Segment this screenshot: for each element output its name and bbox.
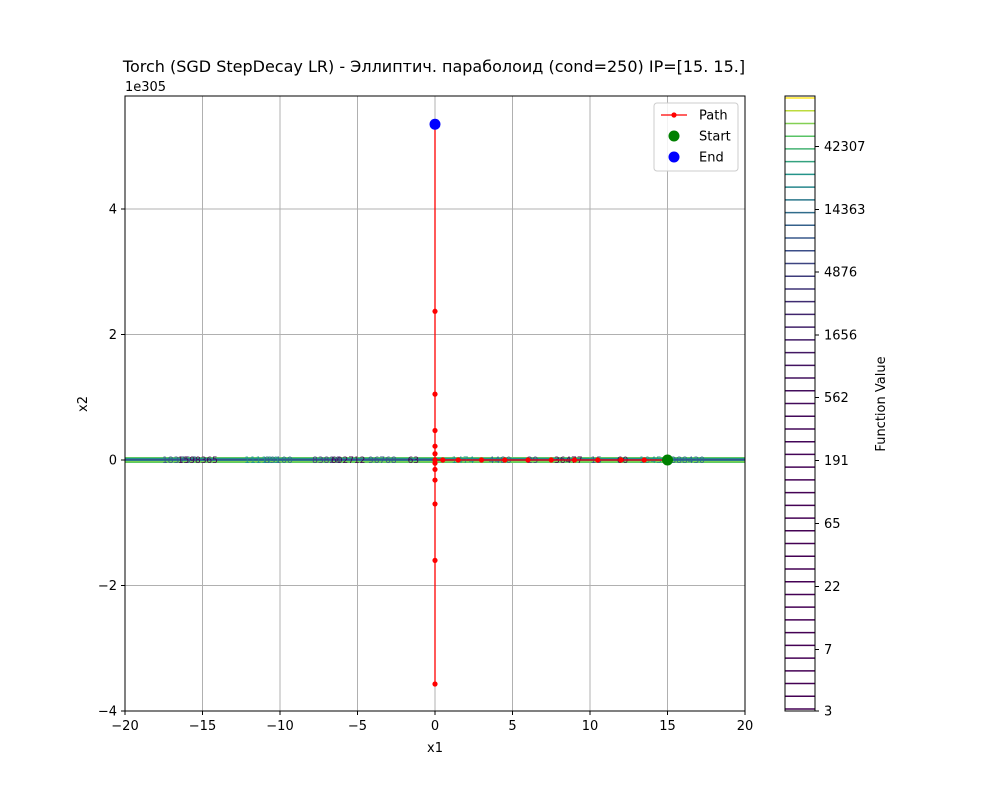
contour-label: 602712: [331, 456, 365, 466]
path-point: [432, 681, 438, 687]
x-tick-label: 0: [431, 719, 439, 734]
path-point: [571, 457, 578, 463]
contour-label: 1945: [639, 456, 662, 466]
contour-label: 83828: [312, 456, 341, 466]
path-point: [432, 427, 438, 434]
y-tick-label: 2: [109, 328, 117, 343]
contour-label: 388430: [670, 456, 705, 466]
path-point: [440, 457, 446, 463]
x-tick-label: 15: [659, 719, 676, 734]
colorbar-tick-label: 14363: [824, 203, 865, 218]
colorbar-tick-label: 3: [824, 705, 832, 720]
x-tick-label: 10: [582, 719, 599, 734]
x-tick-label: −5: [348, 719, 367, 734]
y-tick-label: −4: [98, 705, 117, 720]
contour-label: 36477: [554, 456, 583, 466]
contour-label: 63: [408, 456, 419, 466]
y-axis: −4 −2 0 2 4: [98, 203, 125, 720]
path-point: [618, 457, 624, 463]
contour-label: 183757: [162, 456, 196, 466]
contour-label: 111120: [244, 456, 279, 466]
path-point: [432, 391, 438, 397]
path-point: [502, 457, 508, 463]
y-axis-label: x2: [76, 396, 91, 412]
path-point: [432, 443, 438, 449]
path-point: [548, 457, 554, 463]
legend-label: End: [699, 151, 724, 166]
optimization-path: [432, 121, 671, 687]
contour-label: 89100: [264, 456, 293, 466]
path-point: [525, 457, 531, 463]
legend-label: Path: [699, 109, 728, 124]
end-marker: [429, 118, 441, 130]
legend: Path Start End: [653, 102, 739, 172]
x-axis-label: x1: [427, 741, 443, 756]
contour-label: 1474: [451, 456, 474, 466]
path-point: [478, 457, 485, 463]
colorbar-tick-label: 42307: [824, 140, 865, 155]
colorbar-tick-label: 191: [824, 454, 849, 469]
path-point: [641, 457, 647, 463]
path-point: [432, 477, 438, 483]
path-point: [432, 451, 438, 457]
path-point: [432, 557, 438, 564]
contour-label: 4480: [489, 456, 512, 466]
path-point: [432, 501, 438, 507]
legend-label: Start: [699, 130, 731, 145]
chart-title: Torch (SGD StepDecay LR) - Эллиптич. пар…: [122, 57, 745, 76]
contour-label: 96768: [368, 456, 397, 466]
colorbar-tick-label: 22: [824, 580, 841, 595]
contour-label: 1598365: [178, 456, 218, 466]
start-end-markers: [429, 118, 673, 466]
y-tick-label: 0: [109, 454, 117, 469]
y-offset-label: 1e305: [125, 80, 166, 95]
path-point: [595, 457, 601, 463]
x-tick-label: 20: [737, 719, 754, 734]
colorbar-tick-label: 65: [824, 517, 841, 532]
colorbar-tick-label: 4876: [824, 266, 857, 281]
x-axis: −20 −15 −10 −5 0 5 10 15 20: [111, 711, 753, 734]
path-point: [432, 460, 438, 466]
colorbar-frame: [784, 95, 816, 712]
contour-label: 29: [527, 456, 539, 466]
x-tick-label: 5: [508, 719, 516, 734]
x-tick-label: −15: [189, 719, 216, 734]
x-tick-label: −10: [266, 719, 293, 734]
start-marker: [662, 454, 673, 466]
legend-circle-swatch: [668, 130, 680, 142]
path-point: [432, 308, 438, 314]
y-tick-label: −2: [98, 579, 117, 594]
colorbar: 3 7 22 65 191 562 1656 4876 14363 42307 Function …: [784, 95, 889, 720]
y-tick-label: 4: [109, 203, 117, 218]
path-point: [432, 466, 438, 473]
legend-dot-swatch: [671, 112, 677, 118]
legend-circle-swatch: [668, 151, 680, 163]
colorbar-tick-label: 7: [824, 643, 832, 658]
colorbar-tick-label: 1656: [824, 329, 857, 344]
colorbar-tick-label: 562: [824, 391, 849, 406]
path-point: [455, 457, 461, 463]
colorbar-label: Function Value: [874, 356, 889, 451]
x-tick-label: −20: [111, 719, 138, 734]
